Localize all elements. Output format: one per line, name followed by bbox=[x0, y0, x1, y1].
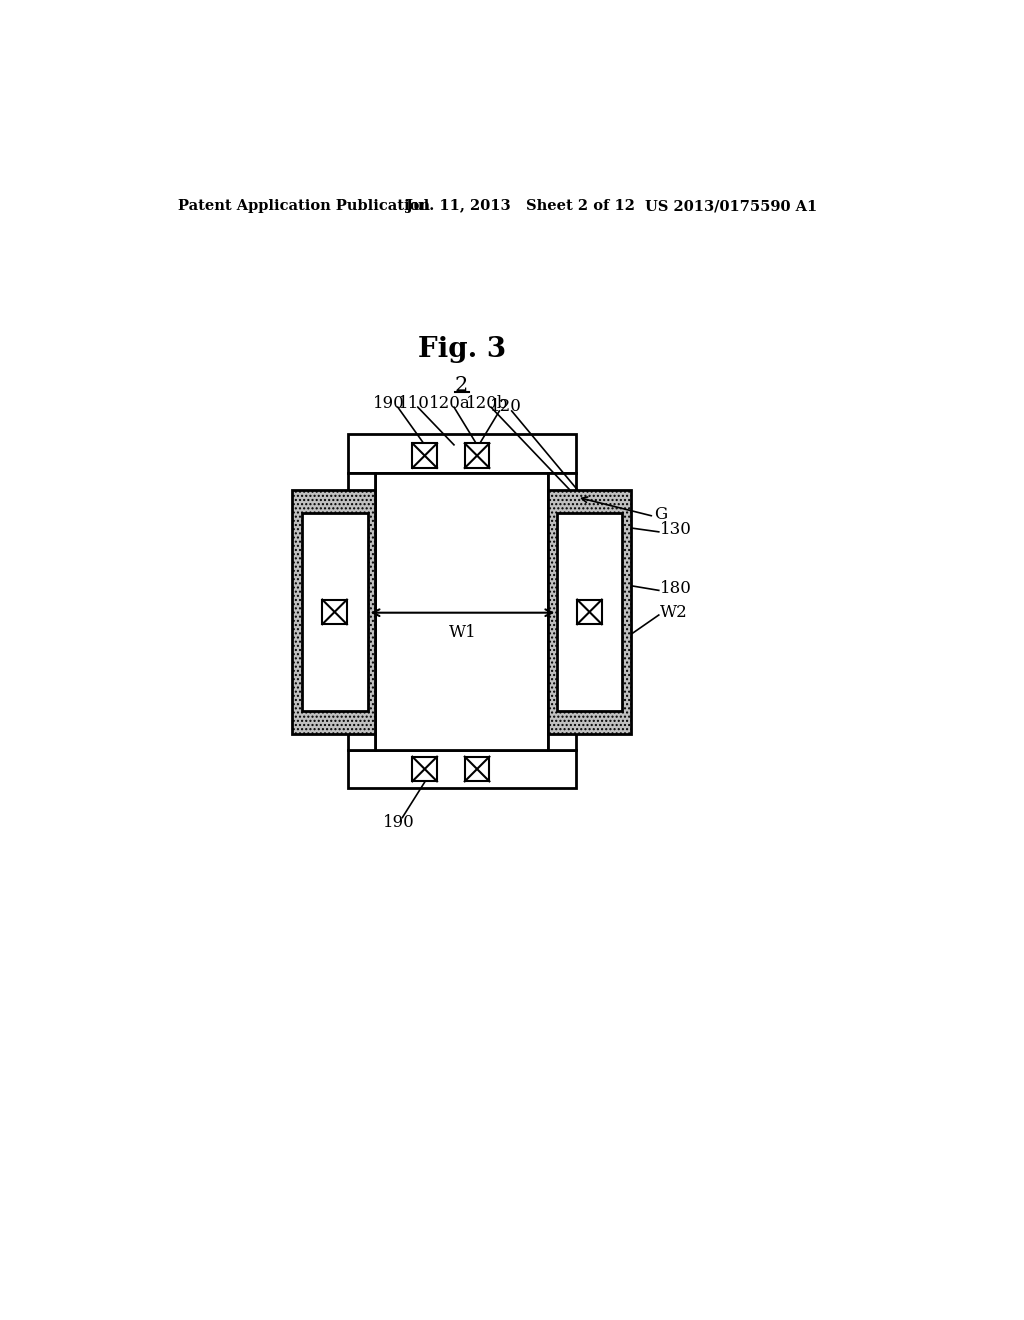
Bar bbox=[548, 490, 631, 734]
Text: Fig. 3: Fig. 3 bbox=[418, 335, 506, 363]
Bar bbox=[376, 473, 548, 750]
Bar bbox=[548, 473, 575, 750]
Bar bbox=[557, 512, 622, 711]
Text: 130: 130 bbox=[660, 521, 692, 539]
Bar bbox=[292, 490, 376, 734]
Bar bbox=[323, 599, 347, 624]
Bar bbox=[348, 434, 575, 473]
Text: Patent Application Publication: Patent Application Publication bbox=[178, 199, 430, 213]
Text: 190: 190 bbox=[373, 395, 404, 412]
Text: 110: 110 bbox=[398, 395, 430, 412]
Text: 120: 120 bbox=[489, 397, 521, 414]
Bar bbox=[301, 512, 368, 711]
Text: G: G bbox=[654, 506, 668, 523]
Text: W1: W1 bbox=[449, 624, 476, 642]
Bar bbox=[413, 756, 437, 781]
Text: 2: 2 bbox=[455, 376, 468, 395]
Bar bbox=[465, 444, 489, 469]
Bar bbox=[348, 473, 376, 750]
Bar bbox=[578, 599, 602, 624]
Text: US 2013/0175590 A1: US 2013/0175590 A1 bbox=[645, 199, 817, 213]
Text: 120a: 120a bbox=[429, 395, 471, 412]
Text: Jul. 11, 2013   Sheet 2 of 12: Jul. 11, 2013 Sheet 2 of 12 bbox=[407, 199, 635, 213]
Text: W2: W2 bbox=[660, 605, 688, 622]
Text: 190: 190 bbox=[383, 813, 415, 830]
Text: 180: 180 bbox=[660, 579, 692, 597]
Text: 120b: 120b bbox=[466, 395, 508, 412]
Bar bbox=[348, 750, 575, 788]
Bar bbox=[413, 444, 437, 469]
Bar bbox=[465, 756, 489, 781]
